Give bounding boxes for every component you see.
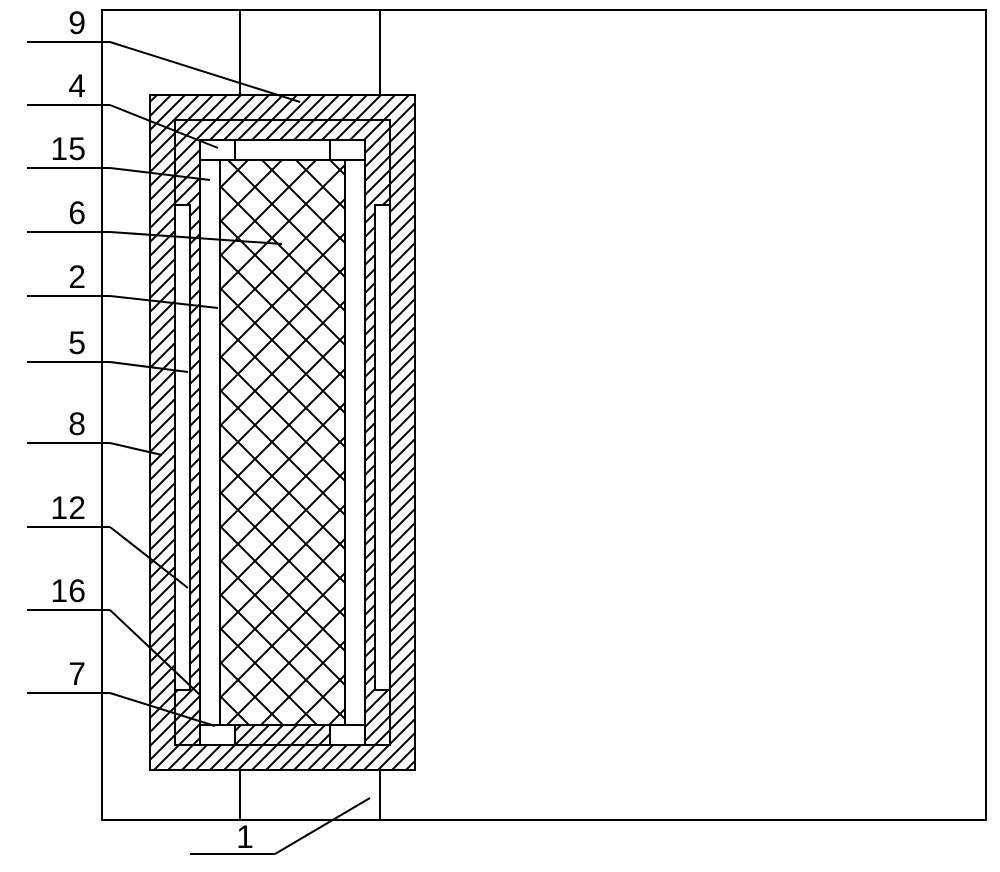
callout-label-4: 4 [68,68,86,104]
callout-label-15: 15 [50,131,86,167]
callout-leader-9 [110,42,300,102]
core-lug-1 [330,140,365,160]
callout-leader-1 [275,798,370,854]
crosshatch-core [220,160,345,725]
callout-label-2: 2 [68,259,86,295]
core-lug-2 [200,725,235,745]
callout-label-1: 1 [236,819,254,855]
callout-label-16: 16 [50,573,86,609]
core-lug-3 [330,725,365,745]
callout-label-6: 6 [68,195,86,231]
callout-label-12: 12 [50,490,86,526]
technical-diagram: 9 4 15 6 2 5 8 12 16 7 1 [0,0,1000,872]
callout-label-8: 8 [68,406,86,442]
callout-label-9: 9 [68,5,86,41]
callout-label-5: 5 [68,325,86,361]
callout-label-7: 7 [68,656,86,692]
